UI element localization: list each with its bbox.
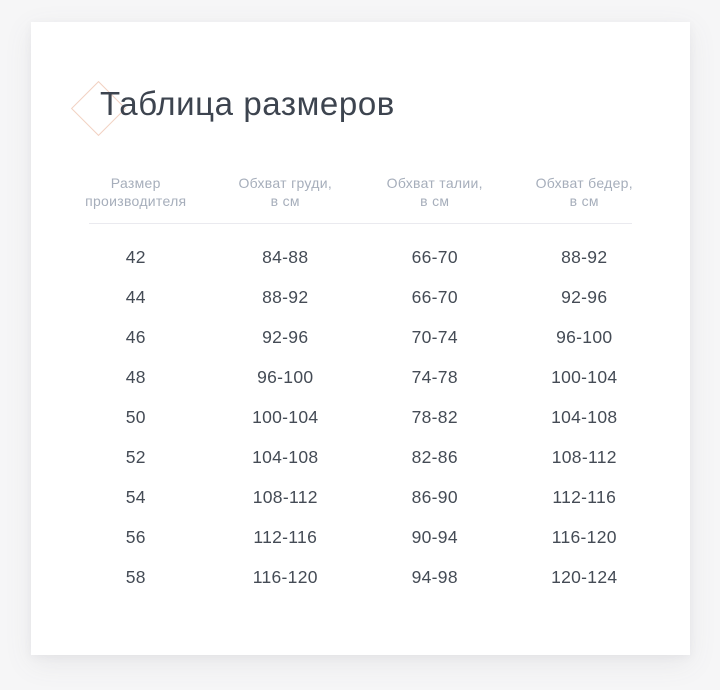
cell-size: 46 [125,326,146,347]
column-header-line: производителя [85,192,187,209]
page-title: Таблица размеров [100,85,395,122]
cell-chest: 88-92 [262,286,309,307]
cell-hips: 104-108 [551,406,618,427]
cell-hips: 96-100 [556,326,613,347]
table-row: 50 100-104 78-82 104-108 [61,397,659,437]
cell-waist: 78-82 [411,406,458,427]
cell-chest: 108-112 [252,486,318,507]
cell-size: 50 [125,406,146,427]
table-row: 58 116-120 94-98 120-124 [61,557,659,597]
column-header-line: Обхват бедер, [535,175,633,191]
table-row: 48 96-100 74-78 100-104 [61,357,659,397]
column-header-line: в см [270,192,300,209]
cell-chest: 104-108 [252,446,319,467]
cell-chest: 96-100 [257,366,314,387]
title-row: Таблица размеров [31,22,690,162]
column-header-line: Размер [110,175,161,191]
cell-waist: 90-94 [411,526,458,547]
cell-chest: 92-96 [262,326,309,347]
table-body: 42 84-88 66-70 88-92 44 88-92 66-70 92-9… [61,237,659,597]
cell-hips: 100-104 [551,366,618,387]
column-header-manufacturer-size: Размер производителя [61,175,211,210]
table-row: 46 92-96 70-74 96-100 [61,317,659,357]
cell-waist: 86-90 [411,486,458,507]
cell-waist: 94-98 [411,566,458,587]
cell-size: 42 [125,246,146,267]
cell-waist: 82-86 [411,446,458,467]
table-row: 42 84-88 66-70 88-92 [61,237,659,277]
cell-waist: 74-78 [411,366,458,387]
cell-size: 48 [125,366,146,387]
column-header-line: Обхват талии, [386,175,483,191]
cell-hips: 112-116 [552,486,617,507]
cell-chest: 100-104 [252,406,319,427]
cell-chest: 84-88 [262,246,309,267]
column-header-line: в см [569,192,599,209]
cell-size: 44 [125,286,146,307]
cell-size: 54 [125,486,146,507]
column-header-line: Обхват груди, [238,175,333,191]
size-table: Размер производителя Обхват груди, в см … [61,175,659,597]
table-row: 52 104-108 82-86 108-112 [61,437,659,477]
column-header-waist: Обхват талии, в см [360,175,510,210]
cell-waist: 70-74 [411,326,458,347]
table-row: 54 108-112 86-90 112-116 [61,477,659,517]
table-row: 44 88-92 66-70 92-96 [61,277,659,317]
cell-size: 52 [125,446,146,467]
cell-chest: 116-120 [252,566,318,587]
cell-waist: 66-70 [411,286,458,307]
cell-hips: 108-112 [551,446,617,467]
header-divider [88,223,632,224]
cell-hips: 120-124 [551,566,618,587]
cell-hips: 92-96 [561,286,608,307]
cell-waist: 66-70 [411,246,458,267]
cell-size: 58 [125,566,146,587]
cell-chest: 112-116 [253,526,318,547]
cell-hips: 116-120 [551,526,617,547]
column-header-chest: Обхват груди, в см [211,175,361,210]
column-header-hips: Обхват бедер, в см [510,175,660,210]
table-row: 56 112-116 90-94 116-120 [61,517,659,557]
table-header-row: Размер производителя Обхват груди, в см … [61,175,659,210]
cell-size: 56 [125,526,146,547]
column-header-line: в см [420,192,450,209]
size-chart-card: Таблица размеров Размер производителя Об… [31,22,690,655]
cell-hips: 88-92 [561,246,608,267]
